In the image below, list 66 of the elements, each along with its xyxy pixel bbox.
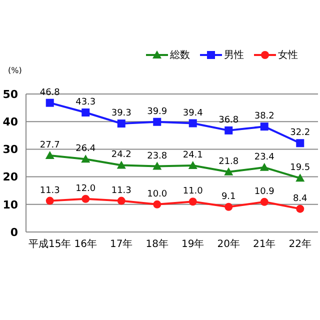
data-label: 10.9 xyxy=(254,186,275,197)
x-tick-label: 18年 xyxy=(146,238,168,250)
data-label: 23.4 xyxy=(254,152,275,162)
point xyxy=(46,98,54,107)
data-label: 27.7 xyxy=(40,140,60,151)
data-label: 24.2 xyxy=(111,150,132,160)
point xyxy=(188,198,197,206)
data-label: 8.4 xyxy=(292,194,308,204)
point xyxy=(188,119,197,128)
point xyxy=(296,204,304,213)
data-label: 38.2 xyxy=(254,112,274,122)
y-tick-label: 20 xyxy=(2,170,18,184)
data-label: 21.8 xyxy=(218,156,239,167)
y-tick-label: 50 xyxy=(2,88,18,101)
data-label: 43.3 xyxy=(76,97,96,108)
x-tick-label: 16年 xyxy=(74,238,97,250)
x-tick-label: 19年 xyxy=(182,238,204,250)
x-tick-label: 21年 xyxy=(253,238,276,250)
y-tick-label: 10 xyxy=(2,198,18,212)
point xyxy=(152,162,162,170)
data-label: 39.9 xyxy=(147,106,168,117)
y-tick-label: 40 xyxy=(2,116,18,129)
data-label: 11.3 xyxy=(40,186,60,196)
data-label: 9.1 xyxy=(221,192,236,202)
point xyxy=(224,167,234,176)
data-label: 12.0 xyxy=(76,184,96,194)
data-label: 26.4 xyxy=(76,144,96,154)
data-label: 36.8 xyxy=(218,115,239,126)
point xyxy=(260,198,268,206)
point xyxy=(82,194,90,203)
y-axis-title: (%) xyxy=(8,66,22,75)
point xyxy=(296,174,305,182)
data-label: 46.8 xyxy=(40,88,60,98)
x-tick-label: 22年 xyxy=(288,238,312,250)
point xyxy=(117,120,126,128)
data-label: 32.2 xyxy=(290,128,310,138)
point xyxy=(82,108,90,116)
point xyxy=(260,122,268,131)
data-label: 19.5 xyxy=(290,163,310,174)
point xyxy=(81,154,90,163)
x-tick-label: 平成15年 xyxy=(28,238,72,250)
point xyxy=(117,196,126,205)
y-tick-label: 0 xyxy=(10,226,18,239)
y-tick-label: 30 xyxy=(2,143,18,156)
point xyxy=(46,196,54,205)
data-label: 39.3 xyxy=(111,108,132,119)
point xyxy=(296,139,304,148)
data-label: 39.4 xyxy=(182,108,204,118)
data-label: 11.3 xyxy=(111,186,132,196)
data-label: 11.0 xyxy=(182,186,204,197)
data-label: 10.0 xyxy=(147,189,168,200)
point xyxy=(153,200,162,208)
point xyxy=(153,118,162,126)
legend-label: 男性 xyxy=(224,48,244,62)
data-label: 24.1 xyxy=(182,150,203,160)
x-tick-label: 20年 xyxy=(217,238,240,250)
point xyxy=(116,160,126,169)
point xyxy=(188,160,198,169)
point xyxy=(224,202,233,211)
point xyxy=(224,126,233,134)
x-tick-label: 17年 xyxy=(110,238,133,250)
data-label: 23.8 xyxy=(147,151,168,162)
point xyxy=(45,151,54,160)
legend-label: 総数 xyxy=(170,49,190,62)
point xyxy=(260,162,269,171)
legend-label: 女性 xyxy=(278,48,298,62)
